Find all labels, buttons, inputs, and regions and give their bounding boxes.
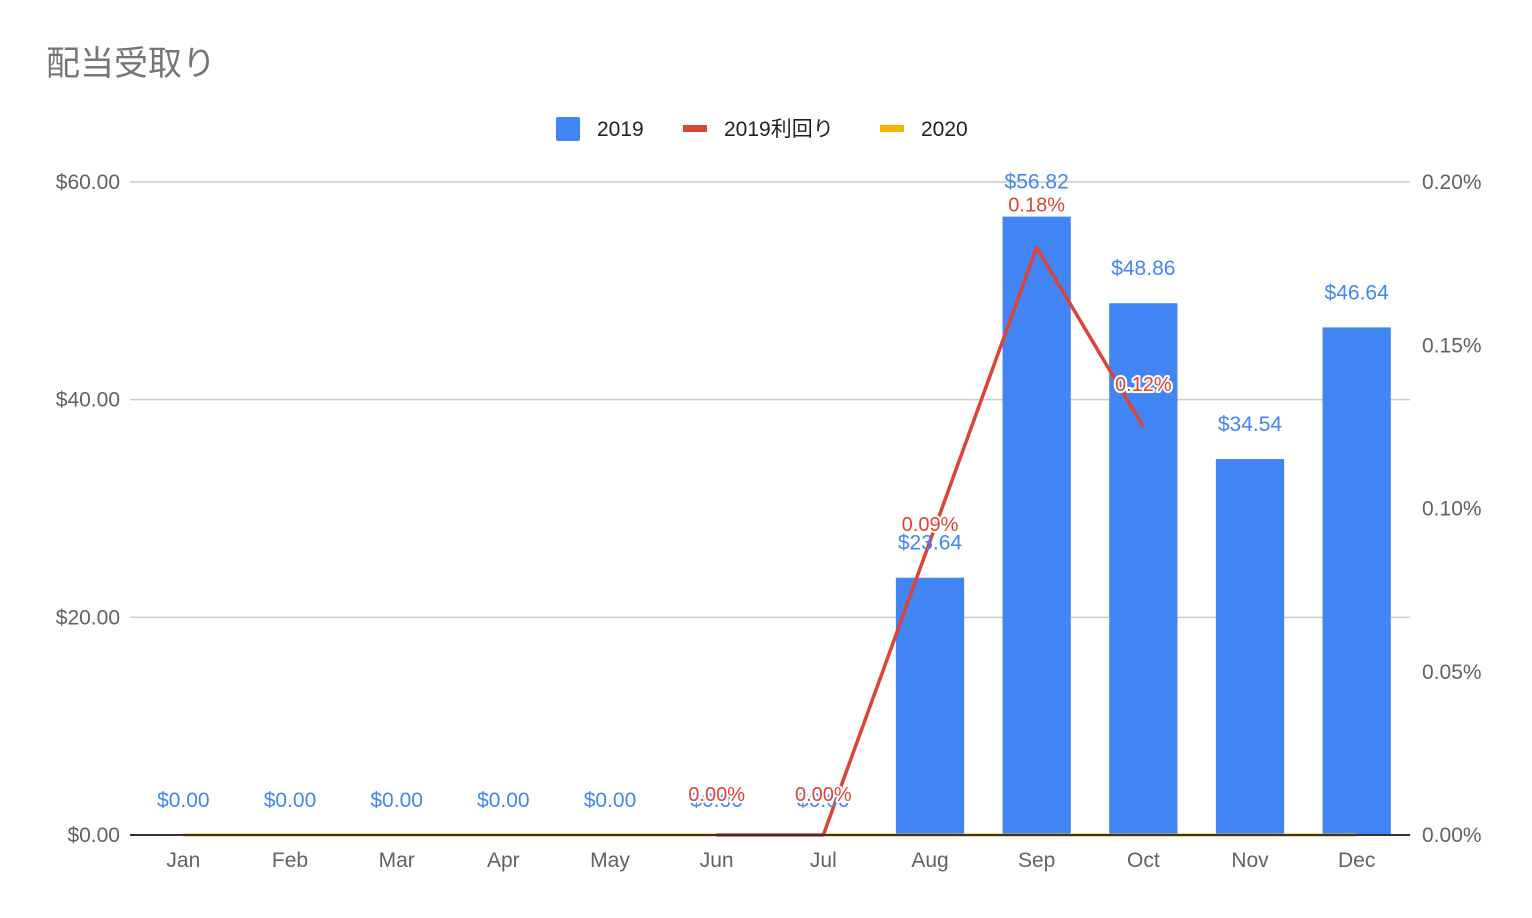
x-tick-label: Feb: [272, 849, 308, 872]
x-tick-label: Jun: [700, 849, 734, 872]
y-left-tick-label: $20.00: [56, 606, 120, 629]
x-tick-label: Dec: [1338, 849, 1375, 872]
data-labels: $0.00 $0.00 $0.00 $0.00 $0.00 $0.00 $0.00 $23.6…: [157, 171, 1389, 812]
bar-data-label: $46.64: [1325, 281, 1390, 304]
chart-title: 配当受取り: [46, 44, 216, 84]
axes: $0.00 $20.00 $40.00 $60.00 0.00% 0.05% 0.10% 0.…: [56, 171, 1482, 872]
x-tick-label: Jan: [166, 849, 200, 872]
bar-aug: [895, 577, 965, 835]
y-right-tick-label: 0.10%: [1422, 498, 1482, 521]
bar-data-label: $0.00: [264, 789, 317, 812]
bar-dec: [1322, 327, 1391, 835]
x-tick-label: Aug: [911, 849, 948, 872]
bar-data-label: $23.64: [898, 532, 963, 555]
x-tick-label: May: [590, 849, 630, 872]
bar-series-2019: [895, 216, 1391, 835]
line-data-label: 0.00%: [795, 784, 852, 806]
x-tick-label: Sep: [1018, 849, 1055, 872]
y-left-tick-label: $60.00: [56, 171, 120, 194]
legend-label: 2019利回り: [724, 118, 834, 141]
y-right-tick-label: 0.20%: [1422, 171, 1482, 194]
legend-label: 2020: [921, 118, 968, 141]
y-right-tick-label: 0.05%: [1422, 661, 1482, 684]
x-tick-label: Mar: [379, 849, 415, 872]
line-data-label: 0.18%: [1008, 194, 1065, 216]
line-data-label: 0.12%: [1115, 374, 1172, 396]
gridlines: [130, 181, 1410, 619]
bar-data-label: $0.00: [477, 789, 530, 812]
x-tick-label: Apr: [487, 849, 520, 872]
line-series: [183, 245, 1357, 837]
y-right-tick-label: 0.15%: [1422, 334, 1482, 357]
bar-data-label: $56.82: [1005, 171, 1069, 194]
y-left-tick-label: $0.00: [67, 824, 120, 847]
bar-data-label: $48.86: [1111, 257, 1175, 280]
legend: 2019 2019利回り 2020: [556, 117, 968, 141]
legend-swatch: [556, 117, 580, 141]
bar-data-label: $34.54: [1218, 413, 1283, 436]
legend-swatch: [683, 125, 707, 132]
legend-swatch: [880, 125, 904, 132]
bar-data-label: $0.00: [370, 789, 423, 812]
y-left-tick-label: $40.00: [56, 389, 120, 412]
bar-data-label: $0.00: [584, 789, 637, 812]
x-tick-label: Nov: [1231, 849, 1269, 872]
bar-data-label: $0.00: [157, 789, 210, 812]
bar-sep: [1002, 216, 1071, 835]
y-right-tick-label: 0.00%: [1422, 824, 1482, 847]
x-tick-label: Oct: [1127, 849, 1160, 872]
bar-data-label: $0.00: [690, 789, 743, 812]
bar-nov: [1215, 459, 1285, 835]
legend-label: 2019: [597, 118, 644, 141]
bar-data-label: $0.00: [797, 789, 850, 812]
line-data-label: 0.09%: [902, 514, 959, 536]
line-data-label: 0.00%: [688, 784, 745, 806]
x-tick-label: Jul: [810, 849, 837, 872]
